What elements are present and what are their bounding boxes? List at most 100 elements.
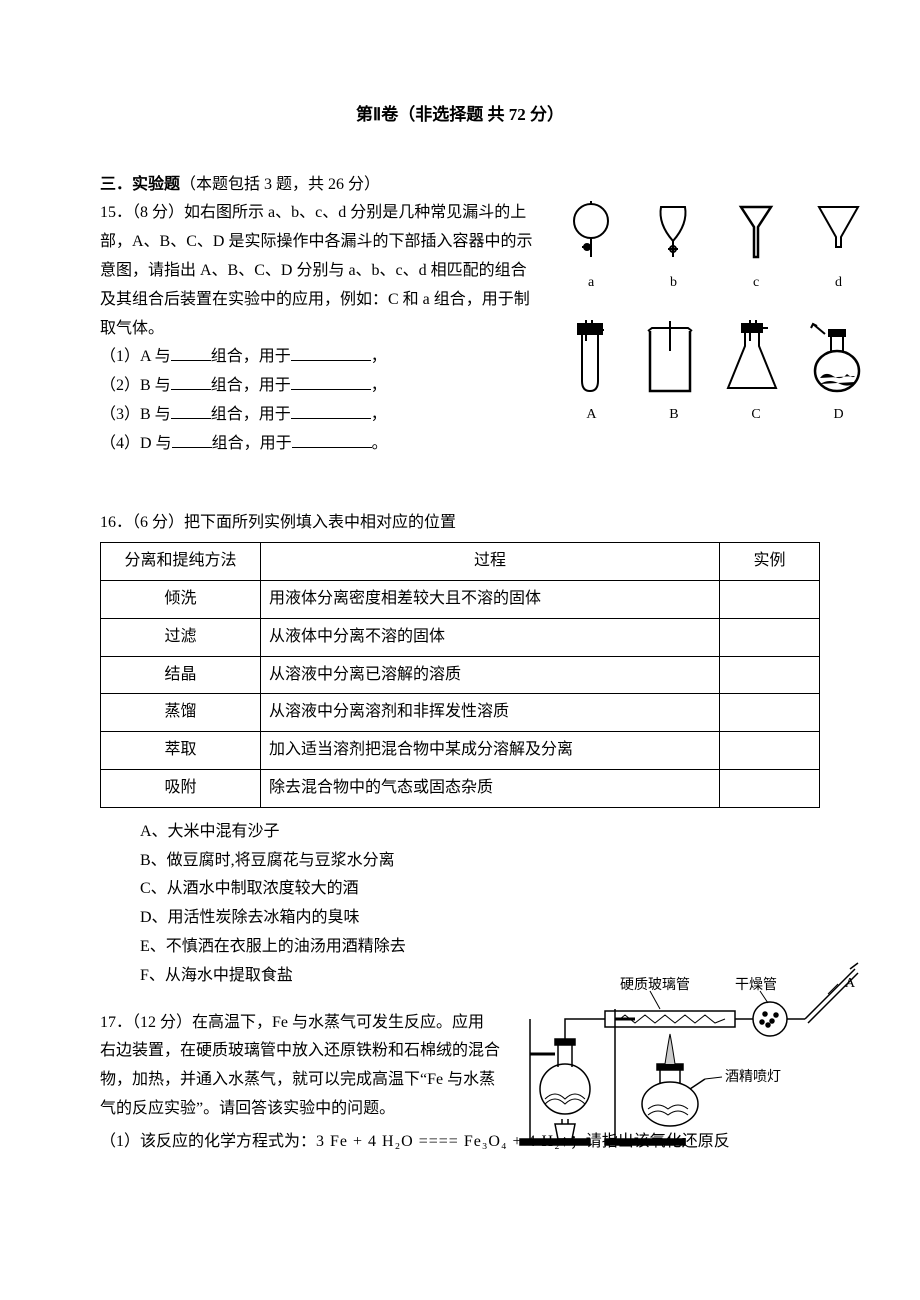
q16-number: 16． <box>100 514 132 531</box>
q15-l1-mid: 组合，用于 <box>211 348 291 365</box>
table-cell[interactable] <box>720 769 820 807</box>
blank[interactable] <box>171 418 211 419</box>
q15-figures: a b c d A B C D <box>550 199 880 426</box>
vessel-B-icon <box>640 316 700 396</box>
vessel-bottom-labels: A B C D <box>550 402 880 427</box>
q16-intro: 把下面所列实例填入表中相对应的位置 <box>184 514 456 531</box>
q16-points: （6 分） <box>132 514 184 531</box>
q16-table: 分离和提纯方法 过程 实例 倾洗用液体分离密度相差较大且不溶的固体 过滤从液体中… <box>100 542 820 808</box>
table-row: 结晶从溶液中分离已溶解的溶质 <box>101 656 820 694</box>
q17-apparatus-figure: 硬质玻璃管 干燥管 A 酒精喷灯 <box>510 959 860 1170</box>
option-E: E、不慎洒在衣服上的油汤用酒精除去 <box>140 933 820 962</box>
question-17: 17．（12 分）在高温下，Fe 与水蒸气可发生反应。应用右边装置，在硬质玻璃管… <box>100 1009 820 1157</box>
q15-l2-prefix: （2）B 与 <box>100 377 171 394</box>
table-row: 吸附除去混合物中的气态或固态杂质 <box>101 769 820 807</box>
table-row: 过滤从液体中分离不溶的固体 <box>101 618 820 656</box>
funnel-b-icon <box>646 199 701 264</box>
q15-line-3: （3）B 与 组合，用于 ， <box>100 401 540 430</box>
label-b: b <box>670 270 677 295</box>
option-B: B、做豆腐时,将豆腐花与豆浆水分离 <box>140 847 820 876</box>
option-A: A、大米中混有沙子 <box>140 818 820 847</box>
blank[interactable] <box>171 360 211 361</box>
q15-line-2: （2）B 与 组合，用于 ， <box>100 372 540 401</box>
q17-number: 17． <box>100 1014 132 1031</box>
vessel-bottom-row <box>550 316 880 396</box>
fig-label-glass-tube: 硬质玻璃管 <box>620 976 690 993</box>
table-cell: 萃取 <box>101 732 261 770</box>
label-C: C <box>751 402 760 427</box>
q15-l2-mid: 组合，用于 <box>211 377 291 394</box>
table-cell: 从液体中分离不溶的固体 <box>261 618 720 656</box>
vessel-C-icon <box>720 316 785 396</box>
funnel-top-labels: a b c d <box>550 270 880 295</box>
section-note: （本题包括 3 题，共 26 分） <box>180 176 380 193</box>
table-row: 倾洗用液体分离密度相差较大且不溶的固体 <box>101 580 820 618</box>
question-16: 16．（6 分）把下面所列实例填入表中相对应的位置 分离和提纯方法 过程 实例 … <box>100 509 820 990</box>
funnel-a-icon <box>564 199 619 264</box>
table-cell: 加入适当溶剂把混合物中某成分溶解及分离 <box>261 732 720 770</box>
table-cell: 用液体分离密度相差较大且不溶的固体 <box>261 580 720 618</box>
table-cell: 除去混合物中的气态或固态杂质 <box>261 769 720 807</box>
table-row: 萃取加入适当溶剂把混合物中某成分溶解及分离 <box>101 732 820 770</box>
option-C: C、从酒水中制取浓度较大的酒 <box>140 875 820 904</box>
vessel-A-icon <box>560 316 620 396</box>
question-15: 15．（8 分）如右图所示 a、b、c、d 分别是几种常见漏斗的上部，A、B、C… <box>100 199 820 489</box>
table-cell[interactable] <box>720 656 820 694</box>
table-header-row: 分离和提纯方法 过程 实例 <box>101 543 820 581</box>
blank[interactable] <box>291 418 371 419</box>
table-cell[interactable] <box>720 618 820 656</box>
q15-l1-prefix: （1）A 与 <box>100 348 171 365</box>
table-header: 实例 <box>720 543 820 581</box>
q15-l2-suffix: ， <box>371 377 387 394</box>
q17-sub1-prefix: （1）该反应的化学方程式为： <box>100 1133 316 1150</box>
table-cell[interactable] <box>720 694 820 732</box>
table-cell: 从溶液中分离溶剂和非挥发性溶质 <box>261 694 720 732</box>
q15-intro: 如右图所示 a、b、c、d 分别是几种常见漏斗的上部，A、B、C、D 是实际操作… <box>100 204 532 336</box>
label-D: D <box>833 402 843 427</box>
blank[interactable] <box>172 447 212 448</box>
q15-line-4: （4）D 与组合，用于。 <box>100 430 540 459</box>
funnel-c-icon <box>729 199 784 264</box>
q15-l4-prefix: （4）D 与 <box>100 435 172 452</box>
table-header: 分离和提纯方法 <box>101 543 261 581</box>
table-cell[interactable] <box>720 580 820 618</box>
label-a: a <box>588 270 594 295</box>
apparatus-icon: 硬质玻璃管 干燥管 A 酒精喷灯 <box>510 959 860 1159</box>
table-cell[interactable] <box>720 732 820 770</box>
q15-l3-prefix: （3）B 与 <box>100 406 171 423</box>
label-A: A <box>586 402 596 427</box>
page-title: 第Ⅱ卷（非选择题 共 72 分） <box>100 100 820 131</box>
label-d: d <box>835 270 842 295</box>
table-row: 蒸馏从溶液中分离溶剂和非挥发性溶质 <box>101 694 820 732</box>
q15-l3-mid: 组合，用于 <box>211 406 291 423</box>
table-header: 过程 <box>261 543 720 581</box>
section-label: 三．实验题 <box>100 176 180 193</box>
q15-l4-suffix: 。 <box>372 435 388 452</box>
q17-points: （12 分） <box>132 1014 192 1031</box>
table-cell: 倾洗 <box>101 580 261 618</box>
q15-number: 15． <box>100 204 132 221</box>
q15-text-block: 15．（8 分）如右图所示 a、b、c、d 分别是几种常见漏斗的上部，A、B、C… <box>100 199 540 458</box>
funnel-top-row <box>550 199 880 264</box>
label-B: B <box>669 402 678 427</box>
blank[interactable] <box>171 389 211 390</box>
blank[interactable] <box>291 389 371 390</box>
blank[interactable] <box>292 447 372 448</box>
table-cell: 吸附 <box>101 769 261 807</box>
fig-label-drying-tube: 干燥管 <box>735 977 777 993</box>
table-cell: 结晶 <box>101 656 261 694</box>
funnel-d-icon <box>811 199 866 264</box>
q15-line-1: （1）A 与 组合，用于 ， <box>100 343 540 372</box>
q17-text-block: 17．（12 分）在高温下，Fe 与水蒸气可发生反应。应用右边装置，在硬质玻璃管… <box>100 1009 500 1124</box>
option-D: D、用活性炭除去冰箱内的臭味 <box>140 904 820 933</box>
q15-l1-suffix: ， <box>371 348 387 365</box>
q15-points: （8 分） <box>132 204 184 221</box>
label-c: c <box>753 270 759 295</box>
table-cell: 从溶液中分离已溶解的溶质 <box>261 656 720 694</box>
fig-label-burner: 酒精喷灯 <box>725 1069 781 1085</box>
vessel-D-icon <box>805 316 870 396</box>
section-3-heading: 三．实验题（本题包括 3 题，共 26 分） <box>100 171 820 200</box>
table-cell: 蒸馏 <box>101 694 261 732</box>
q15-l3-suffix: ， <box>371 406 387 423</box>
blank[interactable] <box>291 360 371 361</box>
